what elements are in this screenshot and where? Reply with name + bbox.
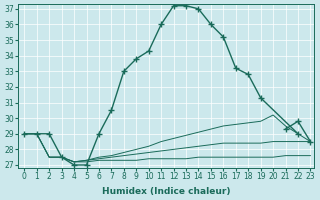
X-axis label: Humidex (Indice chaleur): Humidex (Indice chaleur)	[102, 187, 230, 196]
